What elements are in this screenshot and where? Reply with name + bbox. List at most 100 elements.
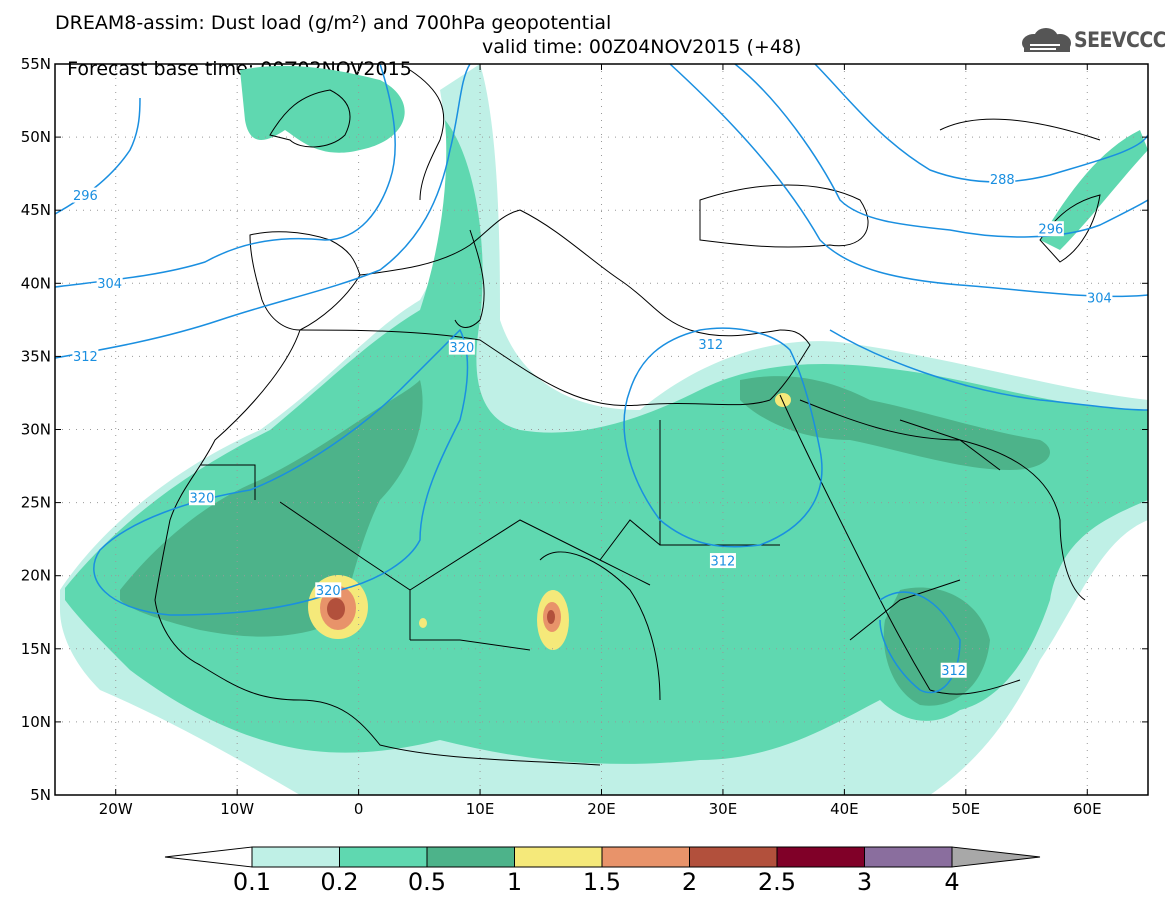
lat-label: 10N [21,713,51,731]
geopotential-contours [55,64,1148,694]
lat-label: 15N [21,640,51,658]
country-borders [200,419,1001,651]
colorbar-label: 3 [857,868,872,896]
contour-312-east [623,327,823,548]
colorbar-label: 2.5 [758,868,796,896]
lat-label: 50N [21,128,51,146]
contour-label: 312 [72,348,99,365]
lon-label: 20W [99,800,133,818]
contour-label: 296 [1037,221,1064,238]
colorbar-over-triangle [951,846,1041,868]
contour-label-bg [989,171,1016,187]
contour-label: 304 [96,275,123,292]
colorbar-swatch [339,846,428,868]
colorbar-label: 4 [944,868,959,896]
lon-label: 50E [952,800,981,818]
lon-label: 60E [1073,800,1102,818]
dust-peak-mali [327,598,345,620]
contour-label: 320 [448,339,475,356]
contour-312-west [55,64,471,359]
dust-band-caspian [1040,130,1148,250]
lon-label: 30E [709,800,738,818]
contour-label-bg [96,275,123,291]
contour-label-bg [1037,221,1064,237]
lat-label: 5N [30,786,51,804]
contour-296-east [734,64,1148,238]
dust-hotspot-small [419,618,427,628]
colorbar-label: 0.2 [320,868,358,896]
contour-label-text: 312 [698,338,723,353]
axis-ticks [55,63,1148,796]
contour-312-far-east [829,329,1148,411]
contour-304-east [669,64,1148,298]
colorbar-label: 1 [507,868,522,896]
lon-label: 0 [354,800,364,818]
map-title: DREAM8-assim: Dust load (g/m²) and 700hP… [55,12,612,34]
contour-label-text: 320 [316,584,341,599]
colorbar-label: 0.5 [408,868,446,896]
colorbar-swatch [514,846,603,868]
lat-label: 45N [21,201,51,219]
dust-field [60,64,1148,795]
contour-label-bg [72,187,99,203]
seevccc-logo [1022,28,1071,52]
colorbar-swatch [601,846,690,868]
dust-band-0.5 [120,380,423,637]
contour-320-loop [93,328,469,616]
colorbar-swatch [776,846,865,868]
longitude-labels: 20W 10W 0 10E 20E 30E 40E 50E 60E [99,800,1102,818]
contour-label-bg [188,490,215,506]
contour-label: 304 [1086,289,1113,306]
colorbar-swatch [864,846,953,868]
contour-label-text: 304 [97,277,122,292]
logo-text: SEEVCCC [1074,28,1165,52]
contour-label-text: 320 [449,341,474,356]
lon-label: 10W [220,800,254,818]
lat-label: 30N [21,421,51,439]
contour-label-bg [1086,289,1113,305]
contour-label-text: 296 [73,189,98,204]
valid-time: valid time: 00Z04NOV2015 (+48) [482,36,802,58]
lon-label: 40E [830,800,859,818]
colorbar-swatch [689,846,778,868]
contour-label-text: 288 [990,173,1015,188]
contour-312-arabia [879,591,961,694]
dust-peak-chad [547,610,555,624]
lat-label: 35N [21,347,51,365]
lat-label: 55N [21,55,51,73]
latitude-labels: 55N 50N 45N 40N 35N 30N 25N 20N 15N 10N 5N [21,55,51,804]
colorbar-label: 2 [682,868,697,896]
contour-label: 312 [940,662,967,679]
contour-label-bg [315,582,342,598]
contour-304-west [55,64,396,288]
contour-label: 312 [709,553,736,570]
contour-label-text: 312 [711,555,736,570]
contour-label: 312 [697,336,724,353]
contour-label-bg [709,553,736,569]
contour-label: 320 [188,490,215,507]
contour-label-text: 296 [1038,223,1063,238]
lat-label: 25N [21,494,51,512]
coastlines [154,69,1101,766]
contour-label-bg [72,348,99,364]
colorbar-swatch [251,846,340,868]
colorbar-label: 1.5 [583,868,621,896]
contour-label: 296 [72,187,99,204]
colorbar-labels: 0.1 0.2 0.5 1 1.5 2 2.5 3 4 [233,868,960,896]
contour-label: 288 [989,171,1016,188]
contour-label-text: 320 [190,492,215,507]
dust-hotspot-sinai [775,393,791,407]
lon-label: 10E [466,800,495,818]
lon-label: 20E [587,800,616,818]
contour-label-bg [697,336,724,352]
colorbar-under-triangle [164,846,253,868]
dust-band-uk [240,65,405,153]
lat-label: 40N [21,274,51,292]
contour-label: 320 [315,582,342,599]
contour-label-bg [448,339,475,355]
colorbar-swatch [426,846,515,868]
colorbar [164,846,1041,868]
contour-label-text: 304 [1087,291,1112,306]
cloud-icon [1022,28,1071,52]
contour-label-text: 312 [941,664,966,679]
